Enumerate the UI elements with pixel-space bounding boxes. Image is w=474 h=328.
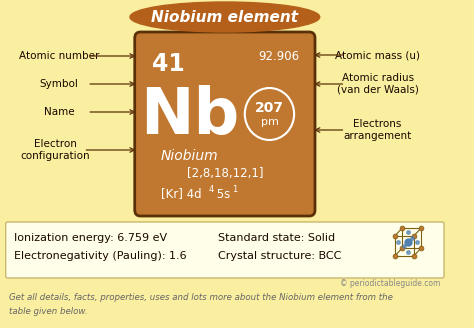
Text: 4: 4 — [209, 184, 214, 194]
Text: Atomic radius
(van der Waals): Atomic radius (van der Waals) — [337, 73, 419, 95]
Text: 1: 1 — [232, 184, 237, 194]
Text: [Kr] 4d: [Kr] 4d — [161, 188, 202, 200]
Text: 207: 207 — [255, 101, 284, 115]
Text: table given below.: table given below. — [9, 306, 88, 316]
Text: 92.906: 92.906 — [259, 50, 300, 63]
Text: Electronegativity (Pauling): 1.6: Electronegativity (Pauling): 1.6 — [14, 251, 187, 261]
Text: [2,8,18,12,1]: [2,8,18,12,1] — [187, 168, 263, 180]
Text: Atomic number: Atomic number — [18, 51, 99, 61]
Text: Nb: Nb — [140, 85, 239, 147]
Text: Ionization energy: 6.759 eV: Ionization energy: 6.759 eV — [14, 233, 167, 243]
Text: Atomic mass (u): Atomic mass (u) — [335, 50, 420, 60]
Text: Electrons
arrangement: Electrons arrangement — [344, 119, 412, 141]
Text: Symbol: Symbol — [39, 79, 78, 89]
Text: Name: Name — [44, 107, 74, 117]
Text: Niobium: Niobium — [161, 149, 219, 163]
Text: Electron
configuration: Electron configuration — [20, 139, 90, 161]
FancyBboxPatch shape — [6, 222, 444, 278]
Text: Crystal structure: BCC: Crystal structure: BCC — [218, 251, 342, 261]
Text: Get all details, facts, properties, uses and lots more about the Niobium element: Get all details, facts, properties, uses… — [9, 294, 393, 302]
Text: Standard state: Solid: Standard state: Solid — [218, 233, 335, 243]
Text: pm: pm — [261, 117, 278, 127]
Text: 41: 41 — [152, 52, 184, 76]
FancyBboxPatch shape — [135, 32, 315, 216]
Text: Niobium element: Niobium element — [151, 10, 298, 25]
Ellipse shape — [130, 2, 320, 32]
Text: © periodictableguide.com: © periodictableguide.com — [340, 278, 440, 288]
Text: 5s: 5s — [213, 188, 231, 200]
